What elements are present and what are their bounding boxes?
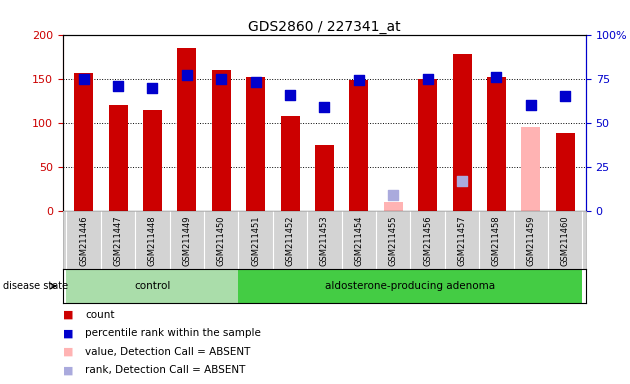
Text: GSM211447: GSM211447 bbox=[113, 215, 123, 266]
Bar bbox=[108, 105, 127, 211]
Bar bbox=[418, 79, 437, 211]
Text: GSM211457: GSM211457 bbox=[457, 215, 467, 266]
Point bbox=[354, 78, 364, 84]
Point bbox=[182, 72, 192, 78]
Bar bbox=[280, 116, 299, 211]
Bar bbox=[74, 73, 93, 211]
Point bbox=[491, 74, 501, 80]
Point bbox=[79, 76, 89, 82]
Point bbox=[560, 93, 570, 99]
Text: GSM211446: GSM211446 bbox=[79, 215, 88, 266]
Bar bbox=[246, 77, 265, 211]
Point bbox=[457, 178, 467, 184]
Text: GSM211458: GSM211458 bbox=[492, 215, 501, 266]
Text: GSM211454: GSM211454 bbox=[354, 215, 364, 266]
Bar bbox=[66, 269, 238, 303]
Bar bbox=[315, 145, 334, 211]
Point bbox=[319, 104, 329, 110]
Bar bbox=[178, 48, 197, 211]
Bar bbox=[238, 269, 583, 303]
Text: value, Detection Call = ABSENT: value, Detection Call = ABSENT bbox=[85, 347, 251, 357]
Point bbox=[423, 76, 433, 82]
Text: GSM211451: GSM211451 bbox=[251, 215, 260, 266]
Bar bbox=[452, 54, 471, 211]
Text: control: control bbox=[134, 281, 171, 291]
Text: GSM211449: GSM211449 bbox=[182, 215, 192, 266]
Text: disease state: disease state bbox=[3, 281, 68, 291]
Text: GSM211453: GSM211453 bbox=[320, 215, 329, 266]
Text: ■: ■ bbox=[63, 310, 74, 320]
Bar bbox=[522, 127, 541, 211]
Bar bbox=[143, 110, 162, 211]
Point bbox=[526, 102, 536, 108]
Text: GSM211460: GSM211460 bbox=[561, 215, 570, 266]
Point bbox=[216, 76, 226, 82]
Text: GSM211459: GSM211459 bbox=[526, 215, 536, 266]
Bar bbox=[212, 70, 231, 211]
Bar bbox=[384, 202, 403, 211]
Text: aldosterone-producing adenoma: aldosterone-producing adenoma bbox=[325, 281, 496, 291]
Text: ■: ■ bbox=[63, 365, 74, 375]
Text: GSM211450: GSM211450 bbox=[217, 215, 226, 266]
Text: ■: ■ bbox=[63, 328, 74, 338]
Text: count: count bbox=[85, 310, 115, 320]
Text: GSM211456: GSM211456 bbox=[423, 215, 432, 266]
Point bbox=[113, 83, 123, 89]
Point bbox=[285, 91, 295, 98]
Bar bbox=[556, 134, 575, 211]
Text: GSM211452: GSM211452 bbox=[285, 215, 295, 266]
Point bbox=[147, 84, 158, 91]
Point bbox=[251, 79, 261, 85]
Text: rank, Detection Call = ABSENT: rank, Detection Call = ABSENT bbox=[85, 365, 246, 375]
Text: ■: ■ bbox=[63, 347, 74, 357]
Title: GDS2860 / 227341_at: GDS2860 / 227341_at bbox=[248, 20, 401, 33]
Text: GSM211455: GSM211455 bbox=[389, 215, 398, 266]
Text: percentile rank within the sample: percentile rank within the sample bbox=[85, 328, 261, 338]
Bar bbox=[350, 81, 369, 211]
Bar bbox=[487, 77, 506, 211]
Text: GSM211448: GSM211448 bbox=[148, 215, 157, 266]
Point bbox=[388, 192, 398, 199]
